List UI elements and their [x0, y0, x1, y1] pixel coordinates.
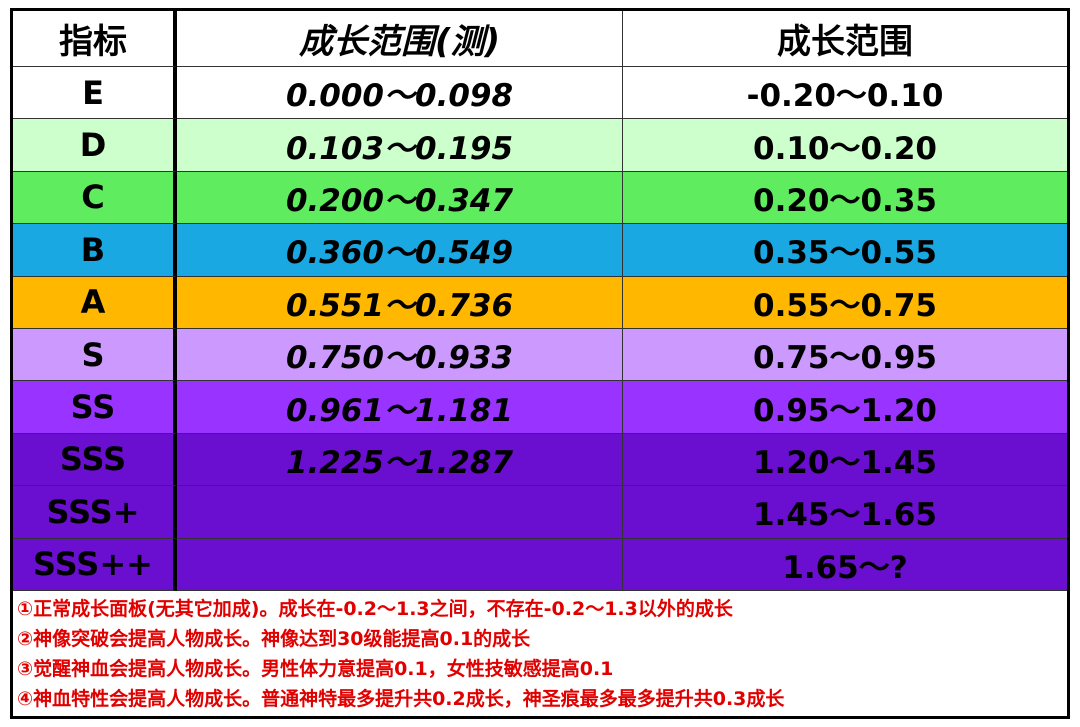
- header-cell: 指标: [13, 11, 177, 67]
- table-cell: 0.55～0.75: [623, 276, 1067, 329]
- table-cell: SSS++: [13, 538, 177, 591]
- table-cell: -0.20～0.10: [623, 67, 1067, 120]
- table-cell: 1.20～1.45: [623, 433, 1067, 487]
- table: ①正常成长面板(无其它加成)。成长在-0.2～1.3之间，不存在-0.2～1.3…: [10, 8, 1070, 719]
- table-cell: 0.551～0.736: [177, 276, 623, 329]
- table-cell: 0.10～0.20: [623, 119, 1067, 172]
- table-cell: 0.20～0.35: [623, 171, 1067, 225]
- table-cell: SS: [13, 381, 177, 434]
- table-cell: S: [13, 329, 177, 382]
- table-cell: E: [13, 67, 177, 120]
- note-line: ④神血特性会提高人物成长。普通神特最多提升共0.2成长，神圣痕最多最多提升共0.…: [17, 688, 785, 710]
- header-cell: 成长范围: [623, 11, 1067, 67]
- table-cell: 1.65～?: [623, 538, 1067, 591]
- table-cell: 1.45～1.65: [623, 486, 1067, 539]
- table-cell: B: [13, 224, 177, 277]
- table-cell: 0.95～1.20: [623, 381, 1067, 434]
- table-cell: [177, 486, 623, 539]
- table-cell: A: [13, 276, 177, 329]
- table-cell: C: [13, 171, 177, 225]
- table-cell: 1.225～1.287: [177, 433, 623, 487]
- table-cell: 0.35～0.55: [623, 224, 1067, 277]
- table-cell: 0.75～0.95: [623, 329, 1067, 382]
- note-line: ③觉醒神血会提高人物成长。男性体力意提高0.1，女性技敏感提高0.1: [17, 658, 614, 680]
- header-cell: 成长范围(测): [177, 11, 623, 67]
- table-cell: 0.961～1.181: [177, 381, 623, 434]
- note-line: ①正常成长面板(无其它加成)。成长在-0.2～1.3之间，不存在-0.2～1.3…: [17, 598, 733, 620]
- notes: ①正常成长面板(无其它加成)。成长在-0.2～1.3之间，不存在-0.2～1.3…: [17, 594, 784, 714]
- table-cell: D: [13, 119, 177, 172]
- table-cell: [177, 538, 623, 591]
- note-line: ②神像突破会提高人物成长。神像达到30级能提高0.1的成长: [17, 628, 531, 650]
- table-cell: 0.200～0.347: [177, 171, 623, 225]
- table-cell: 0.360～0.549: [177, 224, 623, 277]
- table-cell: 0.000～0.098: [177, 67, 623, 120]
- table-cell: 0.103～0.195: [177, 119, 623, 172]
- table-cell: SSS: [13, 433, 177, 487]
- table-cell: 0.750～0.933: [177, 329, 623, 382]
- table-cell: SSS+: [13, 486, 177, 539]
